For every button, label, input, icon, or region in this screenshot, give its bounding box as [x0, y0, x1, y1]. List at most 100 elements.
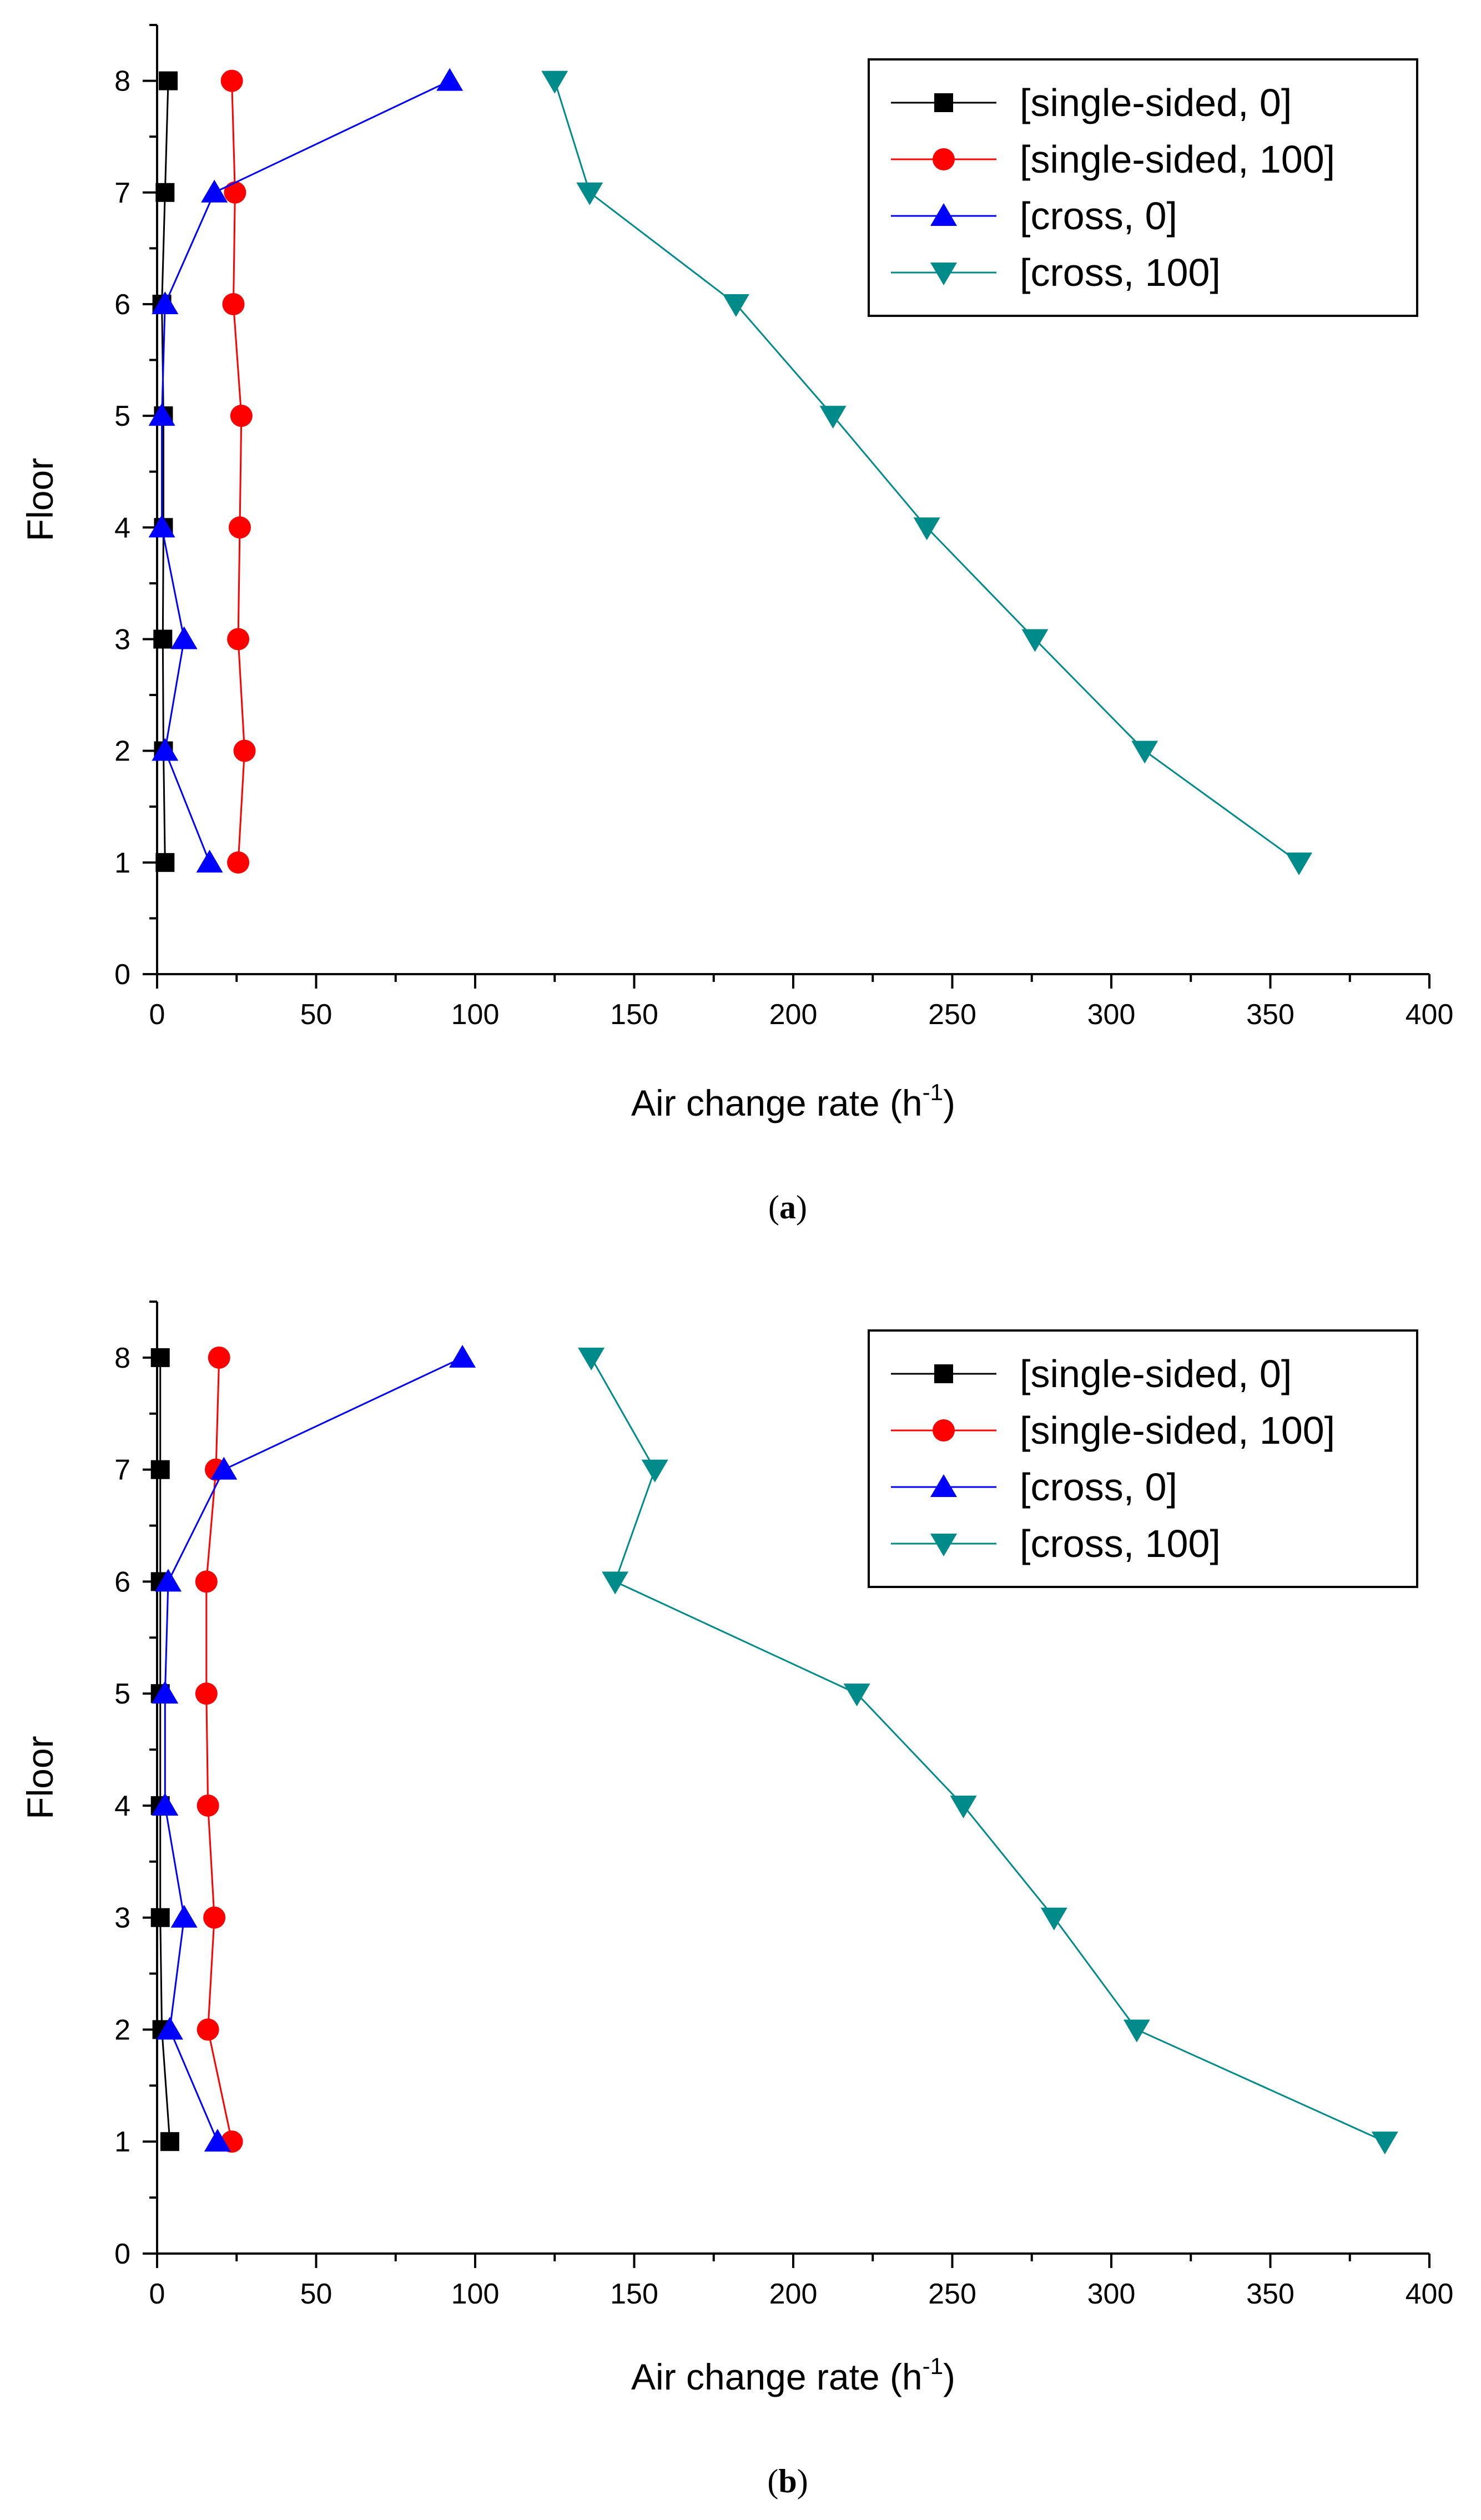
- x-tick-label: 350: [1246, 999, 1294, 1031]
- legend-label: [cross, 0]: [1020, 1465, 1177, 1509]
- y-axis-title: Floor: [19, 1736, 61, 1819]
- x-tick-label: 200: [769, 2278, 818, 2310]
- series-2: [152, 1344, 476, 2152]
- data-point: [155, 1569, 182, 1592]
- data-point: [228, 516, 251, 539]
- x-tick-label: 250: [928, 2278, 976, 2310]
- data-point: [602, 1571, 629, 1595]
- x-axis-title-superscript: -1: [923, 2353, 943, 2379]
- data-point: [159, 71, 178, 90]
- legend: [single-sided, 0] [single-sided, 100] [cro…: [868, 58, 1418, 317]
- data-point: [722, 294, 749, 317]
- caption-close-paren: ): [797, 2463, 808, 2499]
- data-point: [227, 851, 250, 874]
- data-point: [578, 1347, 605, 1370]
- data-point: [152, 1792, 179, 1816]
- legend-marker: [934, 93, 953, 112]
- data-point: [233, 739, 256, 762]
- legend-label: [single-sided, 0]: [1020, 1352, 1292, 1395]
- y-tick-label: 5: [114, 1678, 130, 1710]
- x-tick-label: 0: [149, 2278, 165, 2310]
- data-point: [156, 2017, 183, 2040]
- x-tick-label: 150: [610, 999, 658, 1031]
- data-point: [155, 853, 175, 872]
- data-point: [195, 1570, 218, 1593]
- x-tick-label: 100: [451, 999, 500, 1031]
- x-tick-label: 100: [451, 2278, 500, 2310]
- data-point: [1131, 740, 1158, 764]
- caption-letter: b: [778, 2463, 797, 2499]
- y-tick-label: 3: [114, 1902, 130, 1934]
- x-tick-label: 300: [1087, 2278, 1136, 2310]
- series-line: [231, 80, 246, 863]
- y-axis-title: Floor: [19, 458, 61, 541]
- y-tick-label: 4: [114, 1790, 130, 1822]
- panel-caption: (b): [767, 2463, 808, 2499]
- y-tick-label: 1: [114, 2126, 130, 2158]
- data-point: [170, 626, 198, 649]
- data-point: [576, 182, 603, 205]
- data-point: [913, 517, 940, 541]
- x-tick-label: 250: [928, 999, 976, 1031]
- y-tick-label: 7: [114, 1454, 130, 1486]
- data-point: [150, 1908, 170, 1927]
- legend-marker: [933, 1419, 955, 1442]
- data-point: [160, 2132, 179, 2151]
- data-point: [195, 1682, 218, 1705]
- data-point: [153, 629, 173, 649]
- legend-marker: [930, 203, 957, 226]
- x-axis-title-superscript: -1: [923, 1079, 943, 1105]
- data-point: [197, 1794, 219, 1817]
- y-tick-label: 2: [114, 2014, 130, 2046]
- caption-letter: a: [779, 1189, 796, 1226]
- data-point: [950, 1795, 977, 1818]
- data-point: [152, 1681, 179, 1704]
- y-tick-label: 6: [114, 289, 130, 321]
- data-point: [155, 183, 175, 202]
- y-tick-label: 4: [114, 512, 130, 544]
- data-point: [148, 403, 175, 426]
- y-tick-label: 1: [114, 847, 130, 879]
- data-point: [210, 1456, 238, 1480]
- data-point: [1371, 2131, 1398, 2155]
- legend-label: [single-sided, 100]: [1020, 1409, 1335, 1452]
- x-tick-label: 50: [300, 999, 333, 1031]
- series-line: [161, 80, 169, 863]
- y-tick-label: 8: [114, 1342, 130, 1374]
- legend-marker: [930, 1474, 957, 1497]
- data-point: [222, 293, 245, 315]
- data-point: [641, 1459, 668, 1483]
- data-point: [220, 69, 243, 92]
- y-tick-label: 3: [114, 623, 130, 656]
- legend-label: [single-sided, 0]: [1020, 81, 1292, 124]
- data-point: [150, 1348, 170, 1367]
- data-point: [148, 515, 175, 538]
- data-point: [1040, 1907, 1067, 1931]
- y-tick-label: 6: [114, 1566, 130, 1598]
- data-point: [1286, 852, 1313, 875]
- legend-marker: [934, 1364, 953, 1383]
- caption-open-paren: (: [767, 2463, 778, 2499]
- x-tick-label: 150: [610, 2278, 658, 2310]
- caption-close-paren: ): [796, 1189, 807, 1226]
- data-point: [208, 1346, 230, 1369]
- series-line: [164, 1357, 463, 2142]
- legend-marker: [930, 263, 957, 285]
- series-line: [161, 80, 450, 863]
- data-point: [227, 628, 250, 651]
- data-point: [1021, 629, 1049, 652]
- series-1: [220, 69, 256, 874]
- data-point: [541, 70, 568, 94]
- data-point: [197, 2018, 219, 2041]
- y-tick-label: 5: [114, 400, 130, 432]
- legend-label: [cross, 100]: [1020, 1522, 1221, 1565]
- chart-panel-a: 0 50 100 150 200 250 300 350 400 0 1 2 3 4 5 6 7 8 Air cha…: [19, 24, 1453, 1226]
- x-axis-title-main: Air change rate (h: [631, 1082, 923, 1123]
- y-tick-label: 0: [114, 959, 130, 991]
- x-tick-label: 300: [1087, 999, 1136, 1031]
- x-axis-title-close: ): [943, 1082, 955, 1123]
- legend-label: [cross, 100]: [1020, 251, 1221, 294]
- series-3: [541, 70, 1313, 875]
- x-axis-title-close: ): [943, 2356, 955, 2397]
